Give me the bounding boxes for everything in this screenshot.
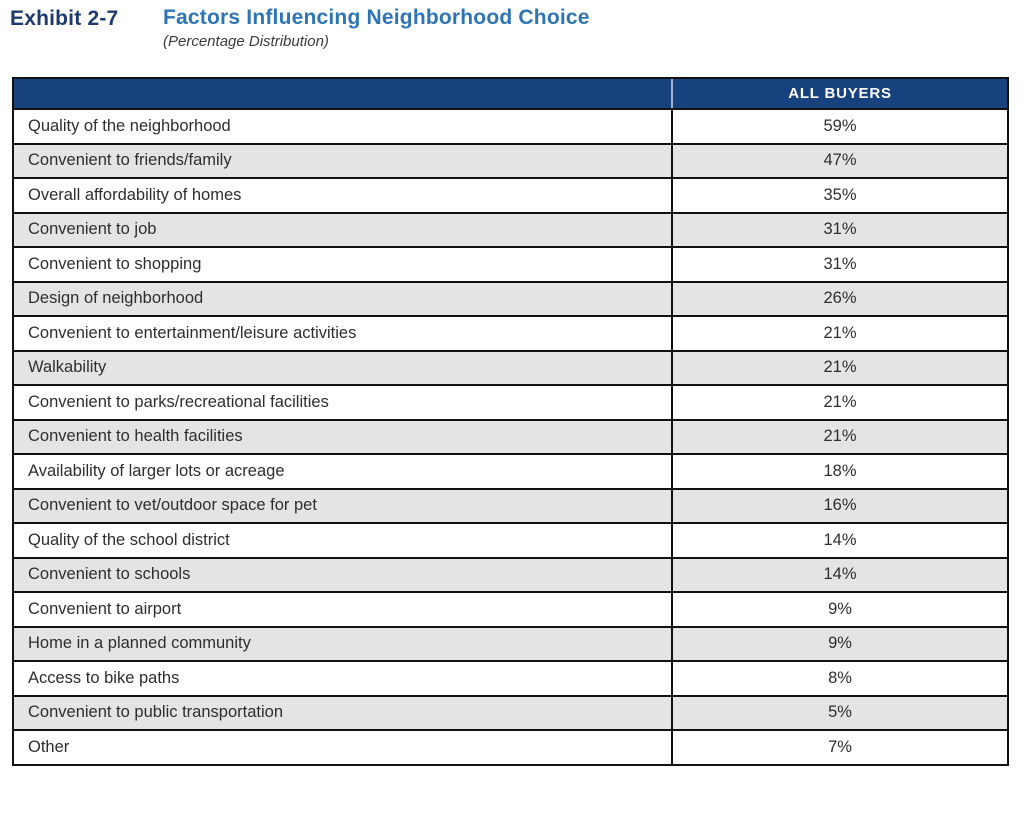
table-body: Quality of the neighborhood 59% Convenient… [13,108,1008,766]
table-row: Convenient to parks/recreational facilit… [13,384,1008,421]
table-row: Convenient to public transportation 5% [13,694,1008,731]
table-row: Availability of larger lots or acreage 18… [13,453,1008,490]
exhibit-number: Exhibit 2-7 [10,7,119,30]
table-row: Quality of the neighborhood 59% [13,108,1008,145]
factor-percentage: 21% [671,349,1008,386]
factor-label: Walkability [13,349,672,386]
factor-label: Overall affordability of homes [13,177,672,214]
factor-percentage: 21% [671,384,1008,421]
table-header: ALL BUYERS [13,77,1008,110]
table-row: Convenient to friends/family 47% [13,142,1008,179]
factor-label: Convenient to vet/outdoor space for pet [13,487,672,524]
all-buyers-column-header: ALL BUYERS [671,77,1008,110]
factor-percentage: 26% [671,280,1008,317]
factors-table: ALL BUYERS Quality of the neighborhood 59… [12,77,1009,766]
factor-percentage: 21% [671,315,1008,352]
factor-label: Other [13,729,672,766]
factor-label: Design of neighborhood [13,280,672,317]
factor-label: Quality of the neighborhood [13,108,672,145]
factor-label: Quality of the school district [13,522,672,559]
factor-percentage: 9% [671,591,1008,628]
factor-percentage: 8% [671,660,1008,697]
factor-column-header [13,77,672,110]
exhibit-title: Factors Influencing Neighborhood Choice [163,6,590,29]
factor-label: Access to bike paths [13,660,672,697]
factor-label: Convenient to public transportation [13,694,672,731]
table-row: Other 7% [13,729,1008,766]
factor-label: Convenient to parks/recreational facilit… [13,384,672,421]
factor-percentage: 31% [671,246,1008,283]
factor-label: Convenient to friends/family [13,142,672,179]
factor-label: Availability of larger lots or acreage [13,453,672,490]
factor-percentage: 5% [671,694,1008,731]
factor-label: Convenient to entertainment/leisure acti… [13,315,672,352]
table-header-row: ALL BUYERS [13,77,1008,110]
factor-percentage: 14% [671,556,1008,593]
table-row: Convenient to schools 14% [13,556,1008,593]
factor-percentage: 14% [671,522,1008,559]
table-row: Convenient to shopping 31% [13,246,1008,283]
exhibit-header: Exhibit 2-7 Factors Influencing Neighbor… [10,6,1020,50]
table-row: Convenient to airport 9% [13,591,1008,628]
table-row: Convenient to vet/outdoor space for pet 1… [13,487,1008,524]
title-group: Factors Influencing Neighborhood Choice … [163,6,1020,50]
factor-percentage: 31% [671,211,1008,248]
table-row: Overall affordability of homes 35% [13,177,1008,214]
factor-percentage: 59% [671,108,1008,145]
factor-label: Convenient to shopping [13,246,672,283]
factor-label: Convenient to airport [13,591,672,628]
table-row: Design of neighborhood 26% [13,280,1008,317]
factor-percentage: 9% [671,625,1008,662]
table-row: Convenient to entertainment/leisure acti… [13,315,1008,352]
factor-label: Home in a planned community [13,625,672,662]
table-row: Access to bike paths 8% [13,660,1008,697]
factor-label: Convenient to schools [13,556,672,593]
factor-label: Convenient to health facilities [13,418,672,455]
table-row: Walkability 21% [13,349,1008,386]
factor-label: Convenient to job [13,211,672,248]
table-row: Convenient to health facilities 21% [13,418,1008,455]
factor-percentage: 21% [671,418,1008,455]
table-row: Home in a planned community 9% [13,625,1008,662]
factor-percentage: 7% [671,729,1008,766]
table-row: Convenient to job 31% [13,211,1008,248]
factor-percentage: 16% [671,487,1008,524]
factor-percentage: 18% [671,453,1008,490]
table-row: Quality of the school district 14% [13,522,1008,559]
factor-percentage: 47% [671,142,1008,179]
factor-percentage: 35% [671,177,1008,214]
exhibit-subtitle: (Percentage Distribution) [163,33,329,50]
